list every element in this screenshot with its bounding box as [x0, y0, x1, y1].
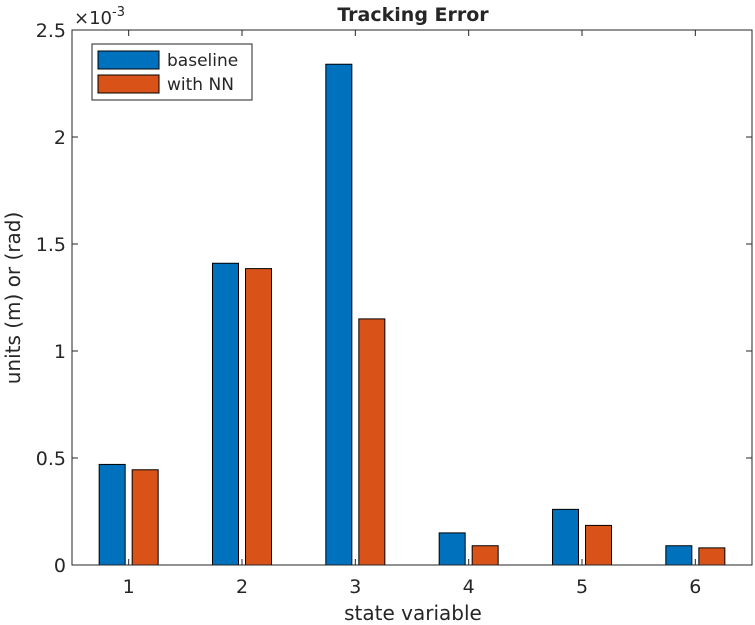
- bar-with-nn-6: [698, 547, 726, 566]
- bar-baseline-5: [552, 508, 579, 566]
- y-tick-label: 2: [54, 127, 66, 149]
- bar-baseline-2: [212, 262, 239, 566]
- bar-with-nn-5: [585, 524, 612, 566]
- y-tick-label: 2.5: [36, 20, 66, 42]
- y-tick-label: 0: [54, 555, 66, 577]
- y-tick-label: 1.5: [36, 234, 66, 256]
- y-exponent-label: ×10-3: [74, 5, 125, 29]
- y-tick-label: 1: [54, 341, 66, 363]
- bar-baseline-1: [98, 463, 126, 566]
- bar-with-nn-2: [245, 268, 272, 566]
- axes-box: [71, 29, 753, 566]
- x-tick-label: 4: [463, 576, 475, 598]
- chart-title: Tracking Error: [337, 4, 489, 26]
- legend-label: with NN: [167, 75, 234, 95]
- y-tick-label: 0.5: [36, 448, 66, 470]
- axes: 0 0.5 1 1.5 2 2.5 1 2 3 4 5 6: [36, 20, 753, 598]
- legend-swatch-baseline: [97, 50, 160, 70]
- x-tick-label: 1: [123, 576, 135, 598]
- x-axis-label: state variable: [344, 601, 482, 625]
- bars: [98, 63, 726, 566]
- legend-swatch-with-nn: [97, 74, 160, 94]
- bar-baseline-6: [665, 545, 693, 566]
- bar-baseline-3: [325, 63, 353, 566]
- bar-with-nn-3: [358, 318, 386, 566]
- x-tick-label: 3: [349, 576, 361, 598]
- legend-label: baseline: [167, 51, 238, 71]
- y-axis-label: units (m) or (rad): [1, 212, 25, 385]
- bar-baseline-4: [438, 532, 466, 566]
- x-tick-label: 2: [236, 576, 248, 598]
- x-tick-label: 6: [689, 576, 701, 598]
- legend: baseline with NN: [91, 43, 253, 101]
- x-tick-label: 5: [576, 576, 588, 598]
- bar-with-nn-1: [131, 469, 159, 566]
- bar-with-nn-4: [471, 545, 499, 566]
